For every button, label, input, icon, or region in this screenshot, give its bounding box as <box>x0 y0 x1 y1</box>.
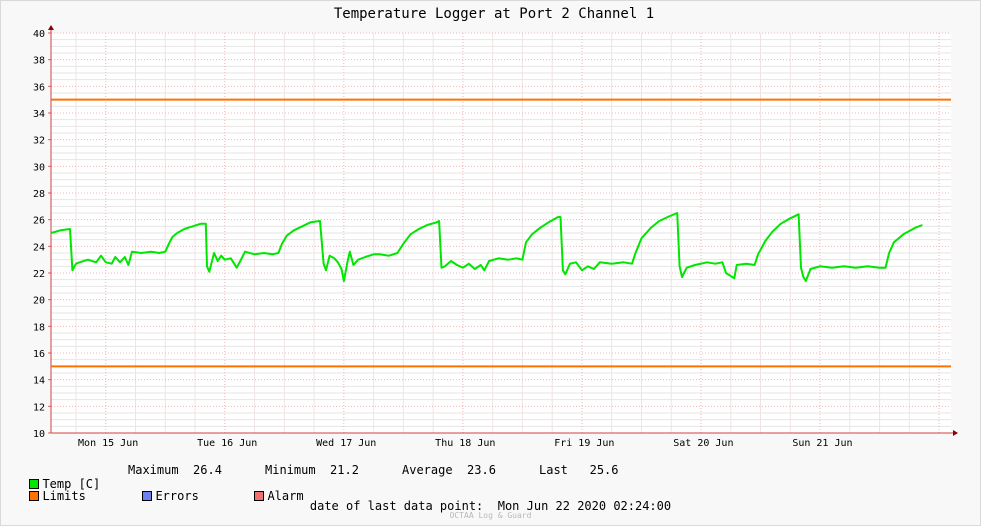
y-tick-label: 18 <box>33 322 45 333</box>
x-tick-label: Fri 19 Jun <box>554 438 614 449</box>
y-tick-label: 24 <box>33 242 45 253</box>
legend-alarm-label: Alarm <box>267 489 304 503</box>
legend-avg-value: 23.6 <box>467 463 496 477</box>
legend-row-limits: Limits <box>15 475 86 503</box>
y-tick-label: 10 <box>33 429 45 440</box>
y-tick-label: 30 <box>33 162 45 173</box>
legend-avg-label: Average <box>402 463 453 477</box>
y-tick-label: 26 <box>33 216 45 227</box>
legend-max: Maximum 26.4 <box>128 463 222 477</box>
legend-last-label: Last <box>539 463 568 477</box>
legend-temp-label: Temp [C] <box>42 477 101 491</box>
legend-min: Minimum 21.2 <box>265 463 359 477</box>
y-tick-label: 38 <box>33 56 45 67</box>
footer-date-value: Mon Jun 22 2020 02:24:00 <box>497 499 672 513</box>
y-tick-label: 14 <box>33 376 45 387</box>
legend-errors-swatch <box>142 491 153 501</box>
x-tick-label: Wed 17 Jun <box>316 438 376 449</box>
legend-min-value: 21.2 <box>330 463 359 477</box>
x-tick-label: Sat 20 Jun <box>673 438 733 449</box>
legend-temp-swatch <box>29 479 40 489</box>
watermark-text: OCTAA Log & Guard <box>449 511 532 520</box>
y-tick-label: 20 <box>33 296 45 307</box>
legend-errors-label: Errors <box>155 489 199 503</box>
y-tick-label: 40 <box>33 29 45 40</box>
y-tick-label: 34 <box>33 109 45 120</box>
footer-date-label: date of last data point: <box>309 499 484 513</box>
y-axis-arrow <box>48 25 54 30</box>
legend-alarm: Alarm <box>240 475 304 503</box>
legend-last-value: 25.6 <box>589 463 619 477</box>
x-tick-label: Mon 15 Jun <box>78 438 138 449</box>
x-tick-label: Sun 21 Jun <box>792 438 852 449</box>
y-tick-label: 22 <box>33 269 45 280</box>
legend-last: Last 25.6 <box>539 463 619 477</box>
x-tick-label: Tue 16 Jun <box>197 438 257 449</box>
legend-max-label: Maximum <box>128 463 179 477</box>
legend-avg: Average 23.6 <box>402 463 496 477</box>
legend-row-temp: Temp [C] <box>15 463 100 491</box>
x-axis-arrow <box>953 430 958 436</box>
legend-max-value: 26.4 <box>193 463 222 477</box>
y-tick-label: 28 <box>33 189 45 200</box>
temp-series-line <box>50 212 923 282</box>
legend-alarm-swatch <box>254 491 265 501</box>
legend-limits-swatch <box>29 491 40 501</box>
legend-errors: Errors <box>128 475 199 503</box>
y-tick-label: 16 <box>33 349 45 360</box>
legend-limits-label: Limits <box>42 489 86 503</box>
y-tick-label: 36 <box>33 82 45 93</box>
plot-area: 10 12 14 16 18 20 22 24 26 28 30 32 34 36 38 40 Mon 15 J… <box>33 25 958 449</box>
x-tick-label: Thu 18 Jun <box>435 438 495 449</box>
y-tick-label: 12 <box>33 402 45 413</box>
legend-min-label: Minimum <box>265 463 316 477</box>
chart-title: Temperature Logger at Port 2 Channel 1 <box>334 6 654 22</box>
y-tick-label: 32 <box>33 136 45 147</box>
footer-last-data-point: date of last data point: Mon Jun 22 2020… <box>0 499 981 513</box>
